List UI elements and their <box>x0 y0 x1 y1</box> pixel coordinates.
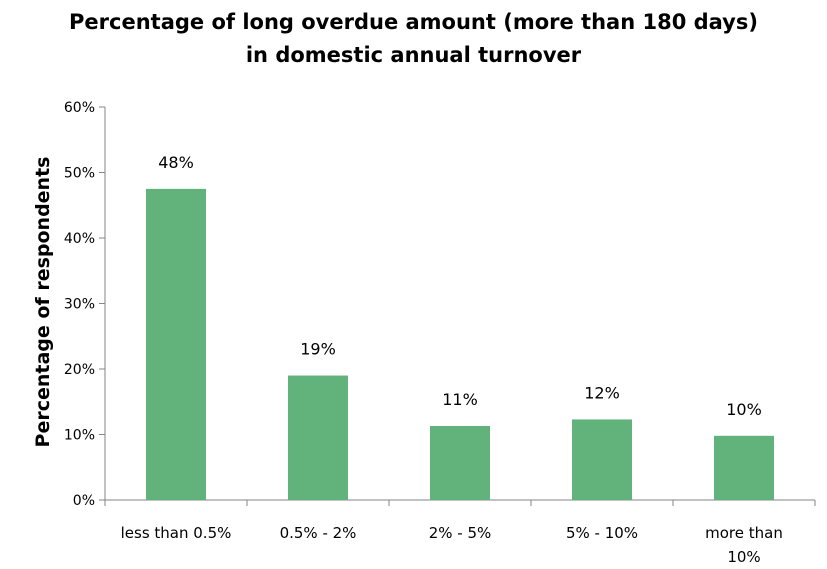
x-tick-label: 0.5% - 2% <box>280 524 357 542</box>
bar <box>430 425 490 500</box>
y-tick-label: 60% <box>64 100 95 116</box>
chart-title-line-1: Percentage of long overdue amount (more … <box>69 10 758 34</box>
y-tick-label: 30% <box>64 297 95 313</box>
y-tick-label: 0% <box>73 493 95 509</box>
labels: 48% less than 0.5% 19% 0.5% - 2% 11% 2% - 5% 1… <box>121 153 783 566</box>
axes: 0% 10% 20% 30% 40% 50% 60% <box>64 100 816 509</box>
chart-title-line-2: in domestic annual turnover <box>245 43 582 67</box>
data-label: 48% <box>158 153 194 172</box>
data-label: 19% <box>300 340 336 359</box>
y-axis-label: Percentage of respondents <box>32 157 54 448</box>
data-label: 11% <box>442 390 478 409</box>
y-tick-label: 20% <box>64 362 95 378</box>
x-tick-label: less than 0.5% <box>121 524 232 542</box>
x-tick-label: more than 10% <box>705 524 783 566</box>
bar <box>572 419 632 500</box>
chart-title: Percentage of long overdue amount (more … <box>0 6 827 72</box>
y-tick-label: 40% <box>64 231 95 247</box>
bars <box>146 188 774 500</box>
x-tick-label: 5% - 10% <box>566 524 638 542</box>
data-label: 12% <box>584 383 620 402</box>
bar <box>288 375 348 500</box>
x-tick-label: 2% - 5% <box>429 524 492 542</box>
bar <box>146 188 206 500</box>
bar <box>714 435 774 500</box>
y-tick-label: 50% <box>64 166 95 182</box>
data-label: 10% <box>726 400 762 419</box>
y-tick-label: 10% <box>64 428 95 444</box>
